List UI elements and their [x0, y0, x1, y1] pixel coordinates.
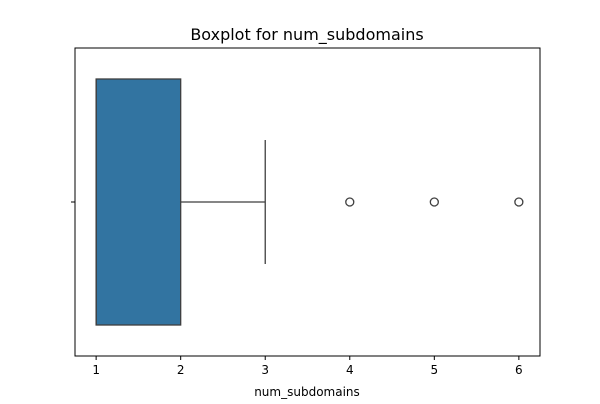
x-tick-label: 1 — [92, 363, 100, 377]
x-axis-label: num_subdomains — [254, 385, 360, 399]
chart-title: Boxplot for num_subdomains — [190, 25, 423, 45]
x-tick-label: 6 — [515, 363, 523, 377]
x-tick-label: 3 — [261, 363, 269, 377]
outlier-point — [514, 197, 524, 207]
x-axis: 1 2 3 4 5 6 — [71, 201, 523, 377]
x-tick-label: 5 — [430, 363, 438, 377]
plot-area — [74, 47, 541, 357]
x-tick-label: 4 — [346, 363, 354, 377]
outlier-point — [429, 197, 439, 207]
box-iqr — [95, 78, 182, 326]
x-tick-label: 2 — [177, 363, 185, 377]
outlier-point — [345, 197, 355, 207]
